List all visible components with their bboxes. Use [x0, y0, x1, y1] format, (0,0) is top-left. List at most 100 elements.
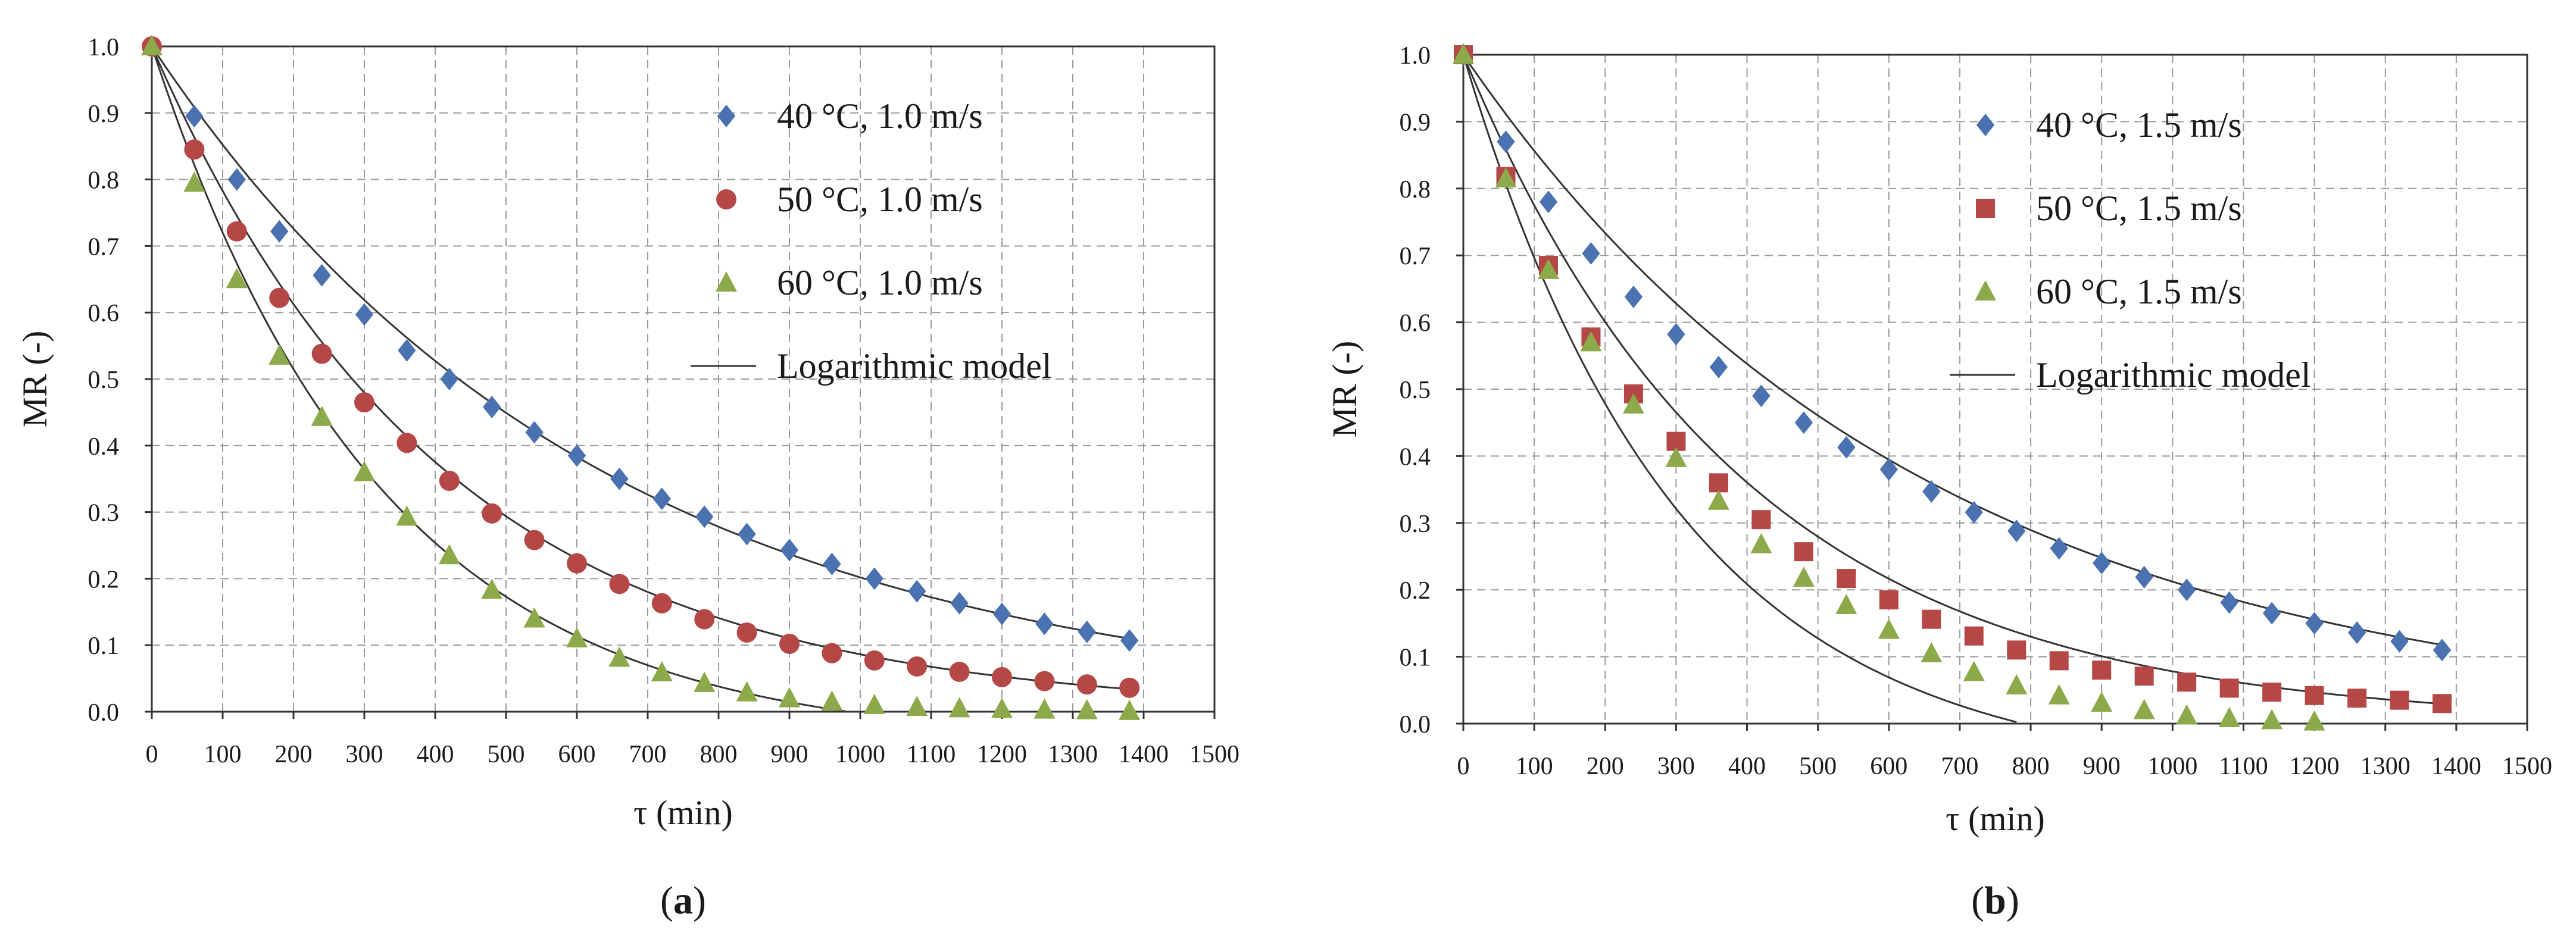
x-tick-label: 400 — [417, 741, 454, 768]
data-point — [1580, 331, 1602, 352]
x-tick-label: 700 — [1941, 753, 1978, 780]
data-point — [2177, 672, 2197, 692]
data-point — [738, 522, 756, 546]
y-tick-label: 0.9 — [88, 101, 120, 128]
data-point — [2048, 684, 2070, 705]
data-point — [1035, 612, 1054, 636]
data-point — [269, 287, 290, 308]
y-tick-label: 0.6 — [88, 300, 120, 327]
x-tick-label: 600 — [558, 741, 596, 768]
data-point — [2219, 678, 2239, 698]
y-tick-label: 0.4 — [1400, 443, 1431, 471]
y-tick-label: 0.3 — [1400, 511, 1431, 538]
x-tick-label: 0 — [1457, 753, 1470, 780]
legend-entry-label: 50 °C, 1.0 m/s — [777, 180, 983, 219]
data-point — [1537, 258, 1559, 279]
data-point — [2218, 707, 2240, 728]
data-point — [1709, 355, 1728, 378]
data-point — [439, 471, 460, 492]
data-point — [354, 461, 375, 481]
series-2 — [1453, 43, 2325, 731]
data-point — [992, 602, 1011, 625]
x-tick-label: 900 — [771, 741, 808, 768]
chart-panel-b: 0 100 200 300 400 500 600 700 800 900 1000 1100 1200… — [1325, 42, 2552, 922]
legend-entry-label: 40 °C, 1.5 m/s — [2036, 105, 2242, 145]
data-point — [1878, 618, 1900, 639]
data-point — [567, 444, 586, 467]
data-point — [695, 505, 714, 528]
data-point — [948, 697, 970, 718]
data-point — [1964, 626, 1984, 646]
data-point — [907, 656, 928, 677]
legend-marker — [1976, 114, 1995, 136]
data-point — [2133, 699, 2155, 719]
panel-caption: (b) — [1971, 879, 2019, 922]
data-point — [779, 687, 800, 708]
x-tick-label: 900 — [2083, 753, 2121, 780]
y-tick-label: 0.0 — [1400, 711, 1431, 738]
y-axis-label: MR (-) — [15, 331, 54, 428]
data-point — [609, 574, 630, 594]
data-point — [1751, 510, 1771, 530]
data-point — [823, 552, 841, 575]
data-point — [1076, 674, 1097, 695]
data-point — [2134, 666, 2154, 686]
data-point — [1752, 384, 1771, 408]
data-point — [1033, 698, 1056, 719]
data-point — [2135, 565, 2153, 589]
data-point — [2007, 519, 2026, 543]
y-tick-label: 0.1 — [1400, 644, 1431, 672]
data-point — [2305, 612, 2324, 635]
x-tick-label: 1400 — [1119, 741, 1169, 768]
data-point — [2390, 630, 2409, 653]
data-point — [1709, 473, 1728, 493]
legend-model-label: Logarithmic model — [777, 346, 1052, 386]
data-point — [694, 609, 715, 630]
data-point — [141, 35, 163, 55]
data-point — [2262, 602, 2281, 625]
data-point — [1453, 43, 1474, 64]
data-point — [1034, 671, 1055, 691]
data-point — [863, 693, 885, 714]
data-point — [183, 171, 205, 192]
legend-marker — [716, 271, 737, 292]
data-point — [481, 578, 503, 599]
data-point — [354, 392, 374, 413]
data-point — [1922, 609, 1941, 629]
x-tick-label: 1200 — [2290, 753, 2340, 780]
data-point — [2261, 709, 2283, 730]
plot-frame — [151, 45, 1216, 713]
y-tick-label: 0.7 — [1400, 243, 1431, 270]
x-tick-label: 500 — [488, 741, 525, 768]
y-tick-label: 0.5 — [88, 367, 120, 394]
data-point — [1921, 641, 1943, 662]
data-point — [185, 105, 204, 128]
data-point — [2007, 640, 2027, 660]
x-tick-label: 1200 — [977, 741, 1027, 768]
x-tick-label: 400 — [1728, 753, 1766, 780]
x-tick-label: 1000 — [835, 741, 885, 768]
x-tick-label: 800 — [2012, 753, 2050, 780]
panel-caption: (a) — [660, 879, 706, 922]
data-point — [2177, 578, 2196, 602]
x-tick-label: 1500 — [2502, 753, 2552, 780]
data-point — [2303, 710, 2325, 731]
data-point — [1750, 533, 1772, 553]
series-1 — [142, 36, 1140, 698]
data-point — [355, 303, 374, 326]
data-point — [396, 505, 418, 526]
data-point — [567, 553, 587, 574]
data-point — [1835, 594, 1857, 615]
data-point — [780, 539, 799, 562]
x-tick-label: 1500 — [1189, 741, 1239, 768]
data-point — [1707, 489, 1729, 510]
data-point — [525, 421, 544, 444]
data-point — [1879, 590, 1899, 610]
x-tick-label: 0 — [146, 741, 158, 768]
data-point — [2390, 690, 2409, 710]
legend-entry-label: 60 °C, 1.5 m/s — [2036, 272, 2242, 311]
x-axis-label: τ (min) — [633, 793, 733, 832]
x-tick-label: 100 — [204, 741, 242, 768]
data-point — [1922, 480, 1941, 503]
data-point — [1078, 620, 1096, 643]
